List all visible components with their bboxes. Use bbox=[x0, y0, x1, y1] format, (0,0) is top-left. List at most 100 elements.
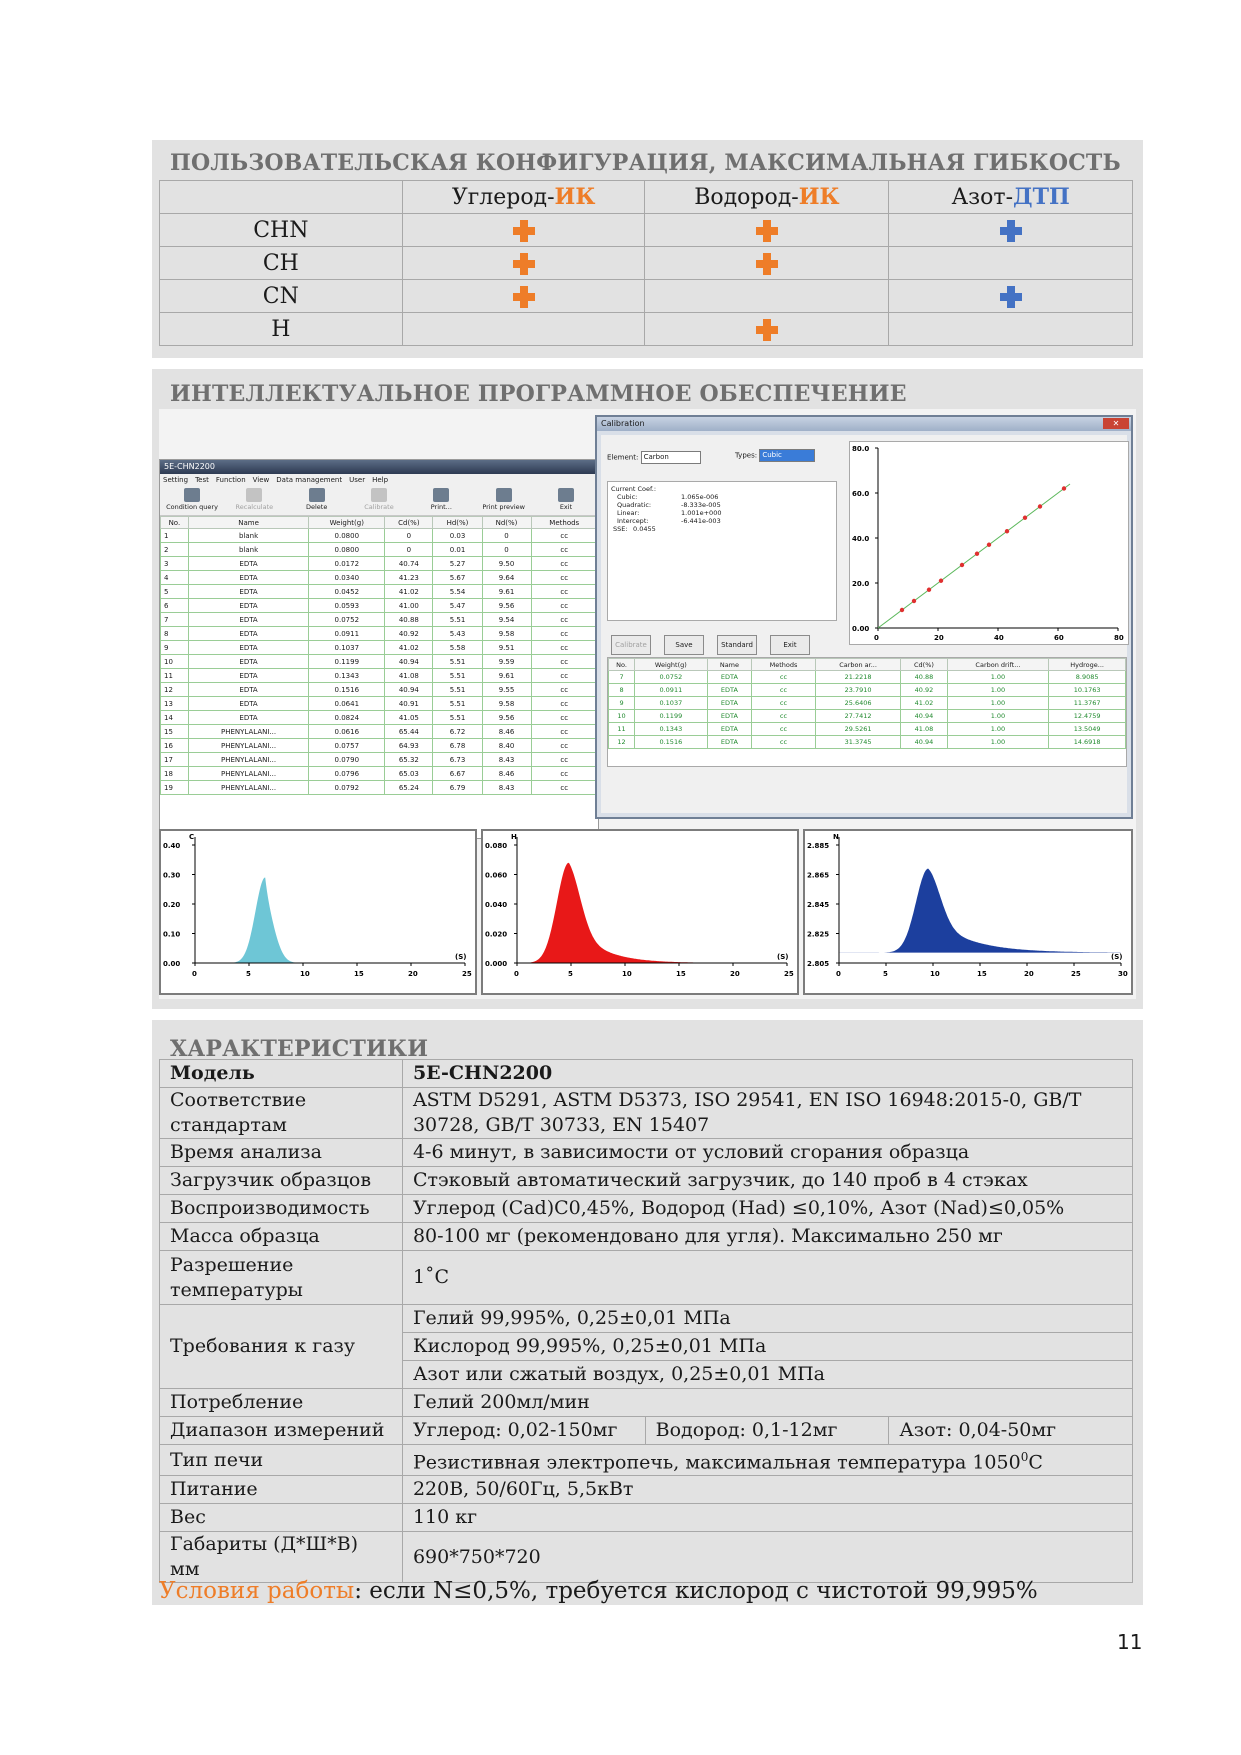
table-cell: 0.0790 bbox=[308, 752, 386, 767]
table-row[interactable]: 10 0.1199 EDTA cc 27.7412 40.94 1.00 12.4759 bbox=[608, 709, 1126, 723]
close-icon[interactable]: ✕ bbox=[1103, 418, 1129, 429]
column-header[interactable]: Weight(g) bbox=[308, 516, 386, 529]
table-row[interactable]: 12 0.1516 EDTA cc 31.3745 40.94 1.00 14.6918 bbox=[608, 735, 1126, 749]
table-row[interactable]: 12 EDTA 0.1516 40.94 5.51 9.55 cc bbox=[160, 682, 599, 697]
table-row[interactable]: 19 PHENYLALANI... 0.0792 65.24 6.79 8.43 cc bbox=[160, 780, 599, 795]
table-row[interactable]: 7 EDTA 0.0752 40.88 5.51 9.54 cc bbox=[160, 612, 599, 627]
menu-item[interactable]: Function bbox=[215, 476, 246, 484]
table-row[interactable]: 4 EDTA 0.0340 41.23 5.67 9.64 cc bbox=[160, 570, 599, 585]
column-header[interactable]: No. bbox=[608, 658, 636, 671]
toolbar-button[interactable]: Delete bbox=[288, 486, 346, 515]
table-cell: 9.61 bbox=[481, 668, 532, 683]
menu-item[interactable]: View bbox=[252, 476, 270, 484]
table-row[interactable]: 1 blank 0.0800 0 0.03 0 cc bbox=[160, 528, 599, 543]
table-row[interactable]: 3 EDTA 0.0172 40.74 5.27 9.50 cc bbox=[160, 556, 599, 571]
table-row[interactable]: 2 blank 0.0800 0 0.01 0 cc bbox=[160, 542, 599, 557]
table-row[interactable]: 17 PHENYLALANI... 0.0790 65.32 6.73 8.43 cc bbox=[160, 752, 599, 767]
toolbar-button[interactable]: Calibrate bbox=[350, 486, 408, 515]
results-table: No. Name Weight(g) Cd(%) Hd(%) Nd(%) Methods 1… bbox=[160, 516, 599, 795]
table-cell: 8.40 bbox=[481, 738, 532, 753]
table-row[interactable]: 11 EDTA 0.1343 41.08 5.51 9.61 cc bbox=[160, 668, 599, 683]
table-cell: 31.3745 bbox=[814, 735, 902, 749]
table-cell: 9.58 bbox=[481, 696, 532, 711]
table-cell: PHENYLALANI... bbox=[187, 780, 310, 795]
table-cell: EDTA bbox=[706, 722, 753, 736]
config-cell bbox=[401, 279, 646, 313]
types-select[interactable]: Cubic bbox=[759, 449, 816, 462]
toolbar-button[interactable]: Print preview bbox=[475, 486, 533, 515]
menu-item[interactable]: Test bbox=[195, 476, 209, 484]
column-header[interactable]: Name bbox=[706, 658, 753, 671]
config-cell bbox=[401, 312, 646, 346]
table-row[interactable]: 11 0.1343 EDTA cc 29.5261 41.08 1.00 13.5049 bbox=[608, 722, 1126, 736]
table-row[interactable]: 5 EDTA 0.0452 41.02 5.54 9.61 cc bbox=[160, 584, 599, 599]
table-cell: 6.78 bbox=[432, 738, 483, 753]
gas-value-2: Кислород 99,995%, 0,25±0,01 МПа bbox=[401, 1332, 1134, 1361]
column-header[interactable]: Name bbox=[187, 516, 310, 529]
table-cell: 1.00 bbox=[946, 670, 1050, 684]
table-cell: 1.00 bbox=[946, 722, 1050, 736]
toolbar-button[interactable]: Print... bbox=[412, 486, 470, 515]
column-header[interactable]: Hd(%) bbox=[432, 516, 483, 529]
menu-item[interactable]: User bbox=[349, 476, 366, 484]
menu-item[interactable]: Data management bbox=[276, 476, 343, 484]
table-cell: cc bbox=[751, 735, 816, 749]
column-header[interactable]: Hydroge... bbox=[1048, 658, 1126, 671]
column-header[interactable]: Methods bbox=[530, 516, 599, 529]
table-row[interactable]: 10 EDTA 0.1199 40.94 5.51 9.59 cc bbox=[160, 654, 599, 669]
column-header[interactable]: Weight(g) bbox=[634, 658, 708, 671]
x-unit-label: (S) bbox=[455, 953, 466, 961]
table-row[interactable]: 8 0.0911 EDTA cc 23.7910 40.92 1.00 10.1763 bbox=[608, 683, 1126, 697]
table-row[interactable]: 7 0.0752 EDTA cc 21.2218 40.88 1.00 8.9085 bbox=[608, 670, 1126, 684]
table-row[interactable]: 13 EDTA 0.0641 40.91 5.51 9.58 cc bbox=[160, 696, 599, 711]
table-cell: 25.6406 bbox=[814, 696, 902, 710]
peak-area bbox=[195, 877, 465, 963]
column-header[interactable]: Carbon drift... bbox=[946, 658, 1050, 671]
toolbar-button[interactable]: Recalculate bbox=[225, 486, 283, 515]
calibration-button[interactable]: Save bbox=[664, 635, 704, 655]
table-row[interactable]: 9 0.1037 EDTA cc 25.6406 41.02 1.00 11.3767 bbox=[608, 696, 1126, 710]
temp-value: 1˚C bbox=[401, 1250, 1134, 1305]
column-header[interactable]: Carbon ar... bbox=[814, 658, 902, 671]
x-tick-label: 5 bbox=[246, 970, 251, 978]
spec-row-gas-1: Требования к газу Гелий 99,995%, 0,25±0,… bbox=[159, 1304, 1134, 1389]
table-row[interactable]: 16 PHENYLALANI... 0.0757 64.93 6.78 8.40 cc bbox=[160, 738, 599, 753]
toolbar-button[interactable]: Condition query bbox=[163, 486, 221, 515]
column-header[interactable]: Methods bbox=[751, 658, 816, 671]
x-tick-label: 10 bbox=[300, 970, 310, 978]
calibration-button[interactable]: Calibrate bbox=[611, 635, 651, 655]
toolbar-button[interactable]: Exit bbox=[537, 486, 595, 515]
menu-item[interactable]: Setting bbox=[163, 476, 189, 484]
table-row[interactable]: 6 EDTA 0.0593 41.00 5.47 9.56 cc bbox=[160, 598, 599, 613]
table-row[interactable]: 14 EDTA 0.0824 41.05 5.51 9.56 cc bbox=[160, 710, 599, 725]
calibration-button[interactable]: Exit bbox=[770, 635, 810, 655]
spec-label: Вес bbox=[159, 1503, 403, 1533]
table-row[interactable]: 9 EDTA 0.1037 41.02 5.58 9.51 cc bbox=[160, 640, 599, 655]
table-cell: 14.6918 bbox=[1048, 735, 1126, 749]
series-label: H bbox=[511, 833, 517, 841]
table-cell: 5.27 bbox=[432, 556, 483, 571]
config-cell bbox=[888, 246, 1133, 280]
calibration-point bbox=[974, 551, 980, 556]
column-header[interactable]: No. bbox=[160, 516, 189, 529]
config-cell bbox=[644, 279, 890, 313]
column-header[interactable]: Cd(%) bbox=[384, 516, 434, 529]
table-cell: EDTA bbox=[706, 709, 753, 723]
calibration-point bbox=[986, 542, 992, 547]
column-header[interactable]: Cd(%) bbox=[900, 658, 948, 671]
element-select[interactable]: Carbon bbox=[640, 451, 701, 464]
spec-value: 690*750*720 bbox=[401, 1531, 1134, 1584]
table-cell: EDTA bbox=[187, 556, 310, 571]
table-row[interactable]: 15 PHENYLALANI... 0.0616 65.44 6.72 8.46 cc bbox=[160, 724, 599, 739]
table-cell: 0.0792 bbox=[308, 780, 386, 795]
table-row[interactable]: 8 EDTA 0.0911 40.92 5.43 9.58 cc bbox=[160, 626, 599, 641]
calibration-button[interactable]: Standard bbox=[717, 635, 757, 655]
table-cell: 9.59 bbox=[481, 654, 532, 669]
table-row[interactable]: 18 PHENYLALANI... 0.0796 65.03 6.67 8.46 cc bbox=[160, 766, 599, 781]
spec-row-gas-2: Кислород 99,995%, 0,25±0,01 МПа bbox=[160, 1332, 1134, 1361]
spec-row-gas-3: Азот или сжатый воздух, 0,25±0,01 МПа bbox=[160, 1360, 1134, 1389]
specs-table: Модель 5E-CHN2200 Соответствие стандарта… bbox=[159, 1059, 1134, 1584]
column-header[interactable]: Nd(%) bbox=[481, 516, 532, 529]
menu-item[interactable]: Help bbox=[372, 476, 389, 484]
table-cell: 65.32 bbox=[384, 752, 434, 767]
